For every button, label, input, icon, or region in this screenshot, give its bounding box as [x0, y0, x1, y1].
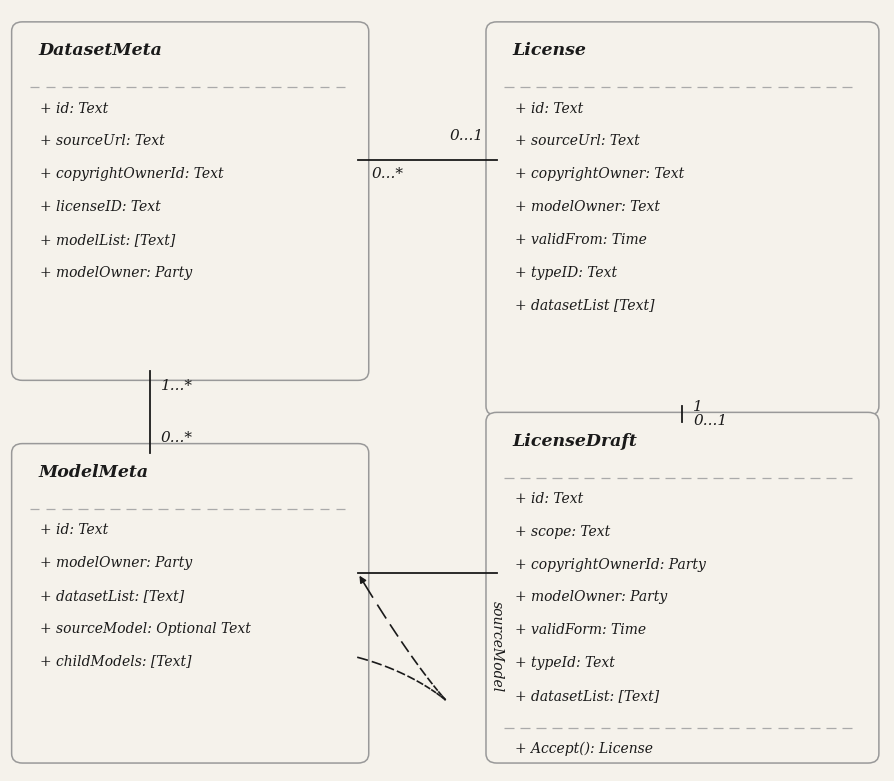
Text: DatasetMeta: DatasetMeta: [38, 42, 162, 59]
Text: + modelOwner: Party: + modelOwner: Party: [40, 556, 192, 570]
Text: + datasetList: [Text]: + datasetList: [Text]: [40, 589, 184, 603]
Text: 0...1: 0...1: [449, 129, 483, 143]
Text: + copyrightOwner: Text: + copyrightOwner: Text: [514, 167, 683, 181]
Text: 0...1: 0...1: [693, 414, 727, 428]
Text: + id: Text: + id: Text: [40, 523, 108, 537]
Text: License: License: [512, 42, 586, 59]
Text: + id: Text: + id: Text: [514, 102, 582, 116]
Text: + modelOwner: Party: + modelOwner: Party: [514, 590, 666, 604]
Text: + copyrightOwnerId: Text: + copyrightOwnerId: Text: [40, 167, 224, 181]
Text: + typeID: Text: + typeID: Text: [514, 266, 616, 280]
Text: + scope: Text: + scope: Text: [514, 525, 609, 539]
Text: + sourceModel: Optional Text: + sourceModel: Optional Text: [40, 622, 251, 636]
Text: 0...*: 0...*: [161, 431, 192, 445]
Text: 1...*: 1...*: [161, 379, 192, 393]
Text: + validFrom: Time: + validFrom: Time: [514, 233, 645, 247]
FancyBboxPatch shape: [12, 22, 368, 380]
Text: + modelList: [Text]: + modelList: [Text]: [40, 233, 175, 247]
FancyBboxPatch shape: [485, 22, 878, 415]
Text: + validForm: Time: + validForm: Time: [514, 623, 645, 637]
Text: + modelOwner: Party: + modelOwner: Party: [40, 266, 192, 280]
Text: + Accept(): License: + Accept(): License: [514, 742, 652, 756]
Text: + childModels: [Text]: + childModels: [Text]: [40, 654, 191, 669]
Text: + datasetList [Text]: + datasetList [Text]: [514, 298, 654, 312]
Text: + id: Text: + id: Text: [514, 492, 582, 506]
Text: + sourceUrl: Text: + sourceUrl: Text: [40, 134, 164, 148]
Text: LicenseDraft: LicenseDraft: [512, 433, 637, 450]
Text: 0...*: 0...*: [371, 166, 403, 180]
Text: + licenseID: Text: + licenseID: Text: [40, 200, 161, 214]
Text: + id: Text: + id: Text: [40, 102, 108, 116]
Text: + modelOwner: Text: + modelOwner: Text: [514, 200, 659, 214]
FancyBboxPatch shape: [12, 444, 368, 763]
Text: ModelMeta: ModelMeta: [38, 464, 148, 481]
FancyBboxPatch shape: [485, 412, 878, 763]
Text: + copyrightOwnerId: Party: + copyrightOwnerId: Party: [514, 558, 704, 572]
Text: sourceModel: sourceModel: [489, 601, 503, 692]
Text: + datasetList: [Text]: + datasetList: [Text]: [514, 689, 658, 703]
Text: + sourceUrl: Text: + sourceUrl: Text: [514, 134, 638, 148]
Text: + typeId: Text: + typeId: Text: [514, 656, 614, 670]
Text: 1: 1: [693, 400, 702, 414]
